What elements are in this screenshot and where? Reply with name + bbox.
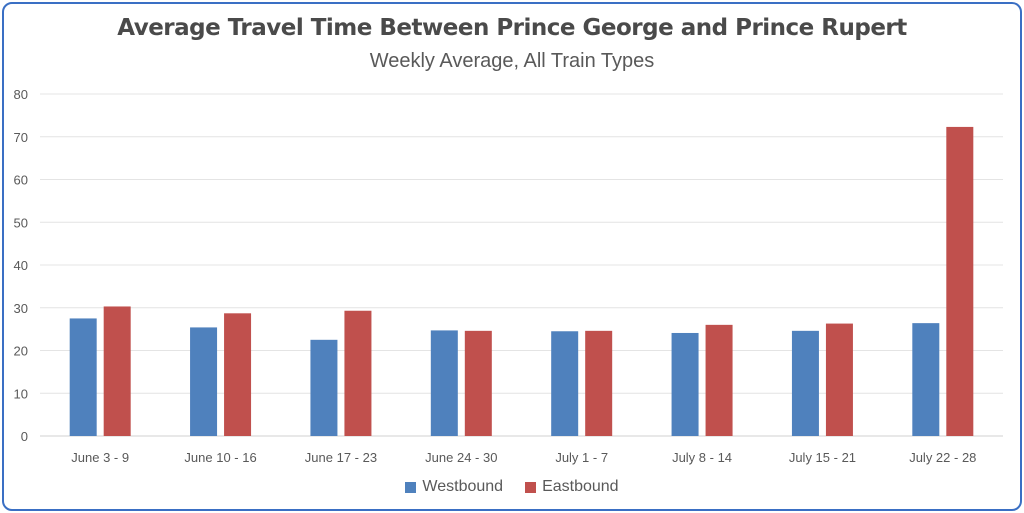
bar-westbound — [551, 331, 579, 436]
y-tick-label: 20 — [14, 344, 28, 359]
bar-eastbound — [464, 330, 492, 436]
y-tick-label: 10 — [14, 386, 28, 401]
bar-eastbound — [946, 126, 974, 436]
y-tick-label: 60 — [14, 173, 28, 188]
x-tick-label: June 24 - 30 — [425, 450, 497, 465]
chart-title: Average Travel Time Between Prince Georg… — [117, 15, 907, 41]
legend-item-westbound: Westbound — [405, 478, 503, 496]
bar-westbound — [69, 318, 97, 436]
legend-swatch-westbound — [405, 481, 417, 493]
x-tick-label: June 17 - 23 — [305, 450, 377, 465]
bar-westbound — [791, 330, 819, 436]
bar-westbound — [310, 339, 338, 436]
x-tick-label: July 22 - 28 — [909, 450, 976, 465]
legend-label-eastbound: Eastbound — [542, 478, 619, 495]
bar-eastbound — [344, 310, 372, 436]
y-tick-label: 30 — [14, 301, 28, 316]
y-tick-label: 40 — [14, 258, 28, 273]
legend-item-eastbound: Eastbound — [525, 478, 619, 496]
legend: Westbound Eastbound — [0, 478, 1024, 496]
x-tick-label: July 15 - 21 — [789, 450, 856, 465]
x-tick-label: June 3 - 9 — [71, 450, 129, 465]
y-tick-label: 80 — [14, 87, 28, 102]
bar-eastbound — [825, 323, 853, 436]
legend-swatch-eastbound — [525, 481, 537, 493]
chart-subtitle: Weekly Average, All Train Types — [369, 50, 655, 72]
bar-eastbound — [705, 324, 733, 436]
legend-label-westbound: Westbound — [422, 478, 504, 495]
bar-westbound — [430, 330, 458, 436]
y-tick-label: 50 — [14, 215, 28, 230]
bar-westbound — [671, 332, 699, 436]
bar-eastbound — [224, 313, 252, 436]
bar-westbound — [190, 327, 218, 436]
y-tick-label: 0 — [21, 429, 28, 444]
x-tick-label: July 8 - 14 — [672, 450, 732, 465]
bar-eastbound — [103, 306, 131, 436]
x-tick-label: June 10 - 16 — [184, 450, 256, 465]
bar-westbound — [912, 323, 940, 436]
y-tick-label: 70 — [14, 130, 28, 145]
x-tick-label: July 1 - 7 — [555, 450, 608, 465]
bar-eastbound — [585, 330, 613, 436]
